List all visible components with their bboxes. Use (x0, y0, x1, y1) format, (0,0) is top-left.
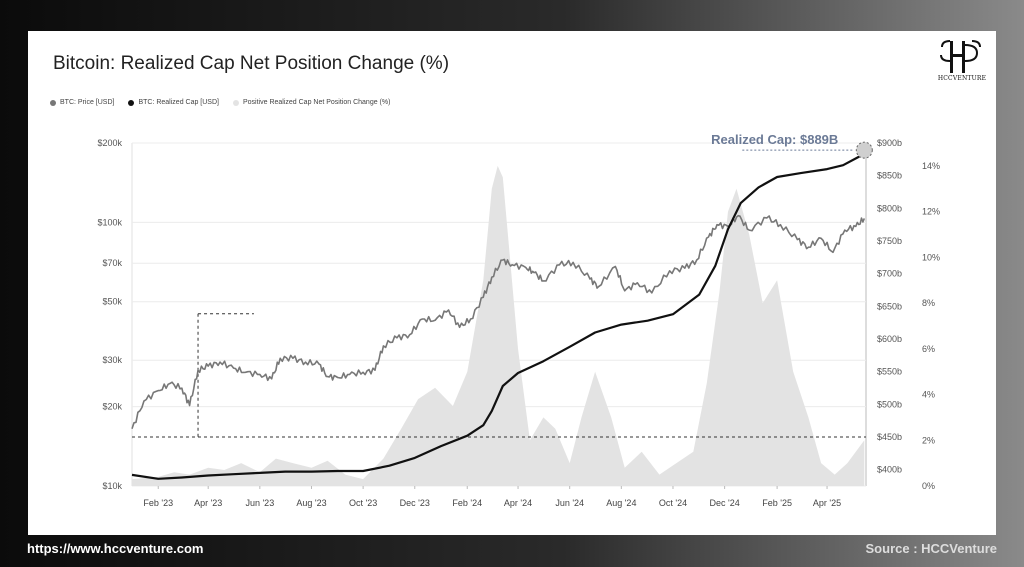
x-tick-label: Apr '25 (813, 498, 841, 508)
y-right2-tick-label: 2% (922, 435, 935, 445)
legend: BTC: Price [USD] BTC: Realized Cap [USD]… (50, 99, 390, 106)
legend-label-position-change: Positive Realized Cap Net Position Chang… (242, 99, 391, 106)
legend-item-realized-cap[interactable]: BTC: Realized Cap [USD] (128, 99, 219, 106)
chart-title: Bitcoin: Realized Cap Net Position Chang… (53, 53, 450, 74)
annotation-label: Realized Cap: $889B (711, 132, 838, 147)
legend-dot-realized-cap (128, 99, 135, 106)
source-credit: Source : HCCVenture (865, 541, 997, 556)
y-right1-tick-label: $400b (877, 465, 902, 475)
y-right2-tick-label: 4% (922, 390, 935, 400)
y-right1-tick-label: $500b (877, 399, 902, 409)
y-left-tick-label: $200k (97, 138, 122, 148)
x-tick-label: Apr '23 (194, 498, 222, 508)
y-left-tick-label: $100k (97, 217, 122, 227)
area-series-position-change (132, 165, 865, 486)
x-tick-label: Aug '24 (606, 498, 636, 508)
x-tick-label: Apr '24 (504, 498, 532, 508)
realized-cap-line (131, 149, 866, 480)
x-tick-label: Jun '24 (555, 498, 584, 508)
x-tick-label: Oct '24 (659, 498, 687, 508)
x-tick-label: Dec '24 (710, 498, 740, 508)
brand-logo: HCCVENTURE (936, 39, 988, 87)
legend-item-position-change[interactable]: Positive Realized Cap Net Position Chang… (232, 99, 391, 106)
x-tick-label: Feb '24 (452, 498, 482, 508)
legend-dot-price (50, 99, 56, 106)
legend-label-price: BTC: Price [USD] (60, 99, 115, 106)
y-right2-tick-label: 10% (922, 252, 940, 262)
y-right2-tick-label: 0% (922, 481, 935, 491)
y-right2-tick-label: 14% (922, 161, 940, 171)
price-line (131, 214, 866, 429)
website-url[interactable]: https://www.hccventure.com (27, 541, 204, 556)
y-right1-tick-label: $650b (877, 301, 902, 311)
logo-mark-icon (940, 40, 981, 73)
x-tick-label: Feb '25 (762, 498, 792, 508)
x-tick-label: Aug '23 (296, 498, 326, 508)
x-tick-label: Feb '23 (143, 498, 173, 508)
y-right1-tick-label: $700b (877, 269, 902, 279)
y-right1-tick-label: $600b (877, 334, 902, 344)
y-left-tick-label: $70k (102, 258, 122, 268)
y-right1-tick-label: $850b (877, 171, 902, 181)
y-left-tick-label: $30k (102, 355, 122, 365)
y-right1-tick-label: $450b (877, 432, 902, 442)
y-left-tick-label: $20k (102, 402, 122, 412)
legend-item-price[interactable]: BTC: Price [USD] (50, 99, 114, 106)
y-right1-tick-label: $550b (877, 367, 902, 377)
annotation-marker (855, 141, 873, 159)
legend-label-realized-cap: BTC: Realized Cap [USD] (138, 99, 219, 106)
y-right2-tick-label: 6% (922, 344, 935, 354)
legend-dot-position-change (232, 99, 239, 106)
y-left-tick-label: $50k (102, 297, 122, 307)
y-left-tick-label: $10k (102, 481, 122, 491)
y-right2-tick-label: 12% (922, 207, 940, 217)
logo-text: HCCVENTURE (937, 75, 987, 82)
x-tick-label: Oct '23 (349, 498, 377, 508)
y-right1-tick-label: $900b (877, 138, 902, 148)
x-tick-label: Jun '23 (245, 498, 274, 508)
y-right1-tick-label: $800b (877, 203, 902, 213)
y-right1-tick-label: $750b (877, 236, 902, 246)
x-tick-label: Dec '23 (400, 498, 430, 508)
y-right2-tick-label: 8% (922, 298, 935, 308)
